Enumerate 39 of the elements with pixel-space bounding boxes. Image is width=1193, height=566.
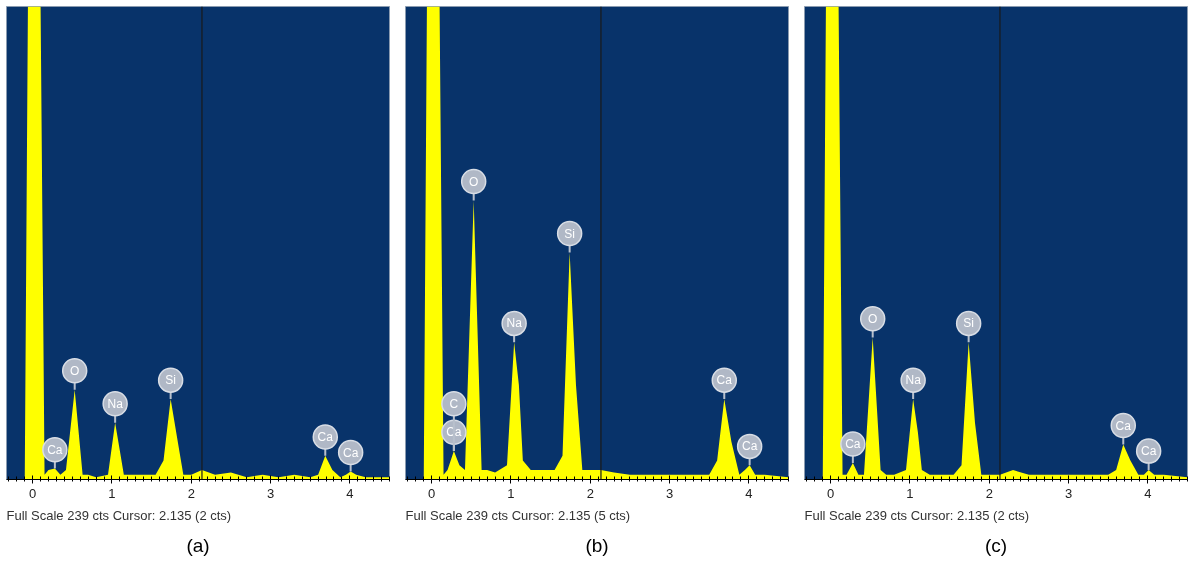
x-tick-label: 0 (428, 485, 436, 501)
x-tick-label: 2 (985, 485, 993, 501)
x-tick-label: 4 (346, 485, 354, 501)
x-tick-label: 3 (1064, 485, 1073, 501)
x-tick-label: 1 (906, 485, 914, 501)
x-tick-label: 3 (266, 485, 275, 501)
annotation: Si (963, 316, 974, 331)
x-tick-label: 1 (108, 485, 116, 501)
x-tick-label: 2 (187, 485, 195, 501)
text: Full Scale 239 cts Cursor: 2.135 (5 cts) (405, 507, 631, 523)
annotation: Ca (1115, 418, 1132, 433)
x-tick-label: 0 (827, 485, 835, 501)
text: (c) (984, 534, 1008, 556)
text: (a) (186, 534, 210, 556)
annotation: C (449, 396, 459, 411)
annotation: O (469, 174, 479, 189)
annotation: Si (564, 226, 575, 241)
text: Full Scale 239 cts Cursor: 2.135 (2 cts) (6, 507, 232, 523)
x-tick-label: 4 (745, 485, 753, 501)
annotation: Ca (741, 439, 758, 454)
annotation: O (70, 363, 80, 378)
annotation: Ca (342, 445, 359, 460)
x-tick-label: 2 (586, 485, 594, 501)
x-tick-label: 4 (1144, 485, 1152, 501)
annotation: Na (506, 316, 523, 331)
annotation: Na (107, 396, 124, 411)
annotation: Ca (1140, 444, 1157, 459)
x-tick-label: 0 (29, 485, 37, 501)
annotation: Ca (47, 442, 63, 457)
x-tick-label: 3 (665, 485, 674, 501)
annotation: Ca (317, 429, 334, 444)
x-tick-label: 1 (507, 485, 515, 501)
text: Full Scale 239 cts Cursor: 2.135 (2 cts) (804, 507, 1030, 523)
annotation: Ca (845, 437, 861, 452)
annotation: O (868, 311, 878, 326)
annotation: Na (905, 373, 922, 388)
annotation: Si (165, 373, 176, 388)
text: (b) (585, 534, 609, 556)
annotation: Ca (716, 373, 733, 388)
